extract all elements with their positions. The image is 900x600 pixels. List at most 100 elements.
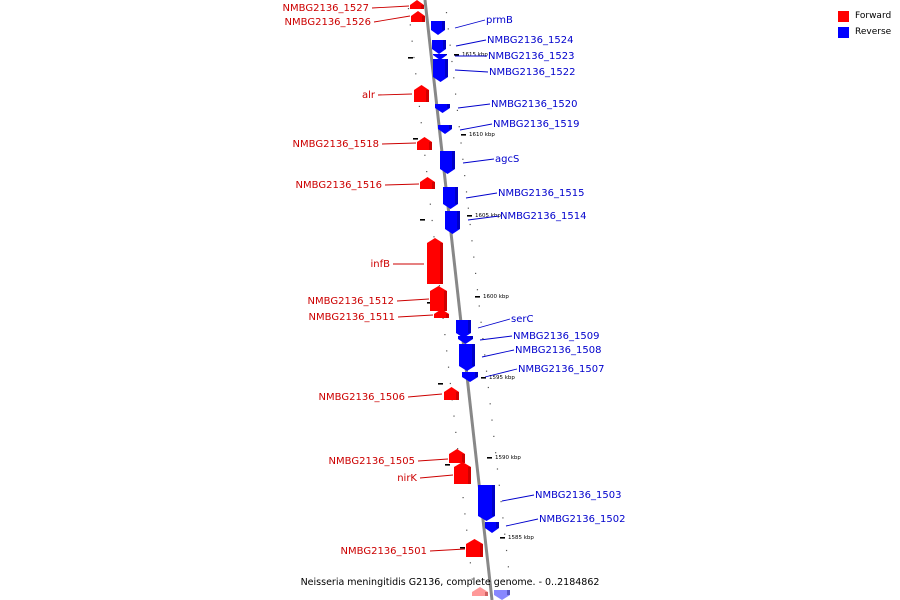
gene-label[interactable]: NMBG2136_1518	[293, 139, 379, 150]
scale-dot	[469, 562, 471, 564]
gene-leader-line	[417, 458, 449, 462]
forward-gene[interactable]	[449, 449, 465, 463]
scale-ticks: 1615 kbp 1610 kbp 1605 kbp 1600 kbp 1595 kbp…	[408, 52, 534, 549]
gene-label[interactable]: NMBG2136_1514	[500, 211, 586, 222]
forward-gene[interactable]	[410, 0, 424, 9]
scale-dot	[504, 533, 506, 535]
reverse-gene[interactable]	[433, 54, 447, 60]
scale-dot	[507, 566, 509, 568]
gene-leader-line	[481, 349, 515, 358]
gene-label[interactable]: NMBG2136_1505	[329, 456, 415, 467]
scale-dot	[449, 382, 451, 385]
forward-gene[interactable]	[430, 286, 447, 311]
legend-reverse: Reverse	[838, 25, 891, 39]
forward-gene[interactable]	[472, 587, 488, 596]
scale-dot	[460, 142, 462, 144]
gene-leader-line	[457, 103, 491, 109]
reverse-gene[interactable]	[445, 211, 460, 234]
forward-gene[interactable]	[444, 387, 459, 400]
reverse-gene[interactable]	[458, 336, 473, 344]
tick-mark	[445, 464, 450, 466]
scale-dot	[493, 435, 495, 437]
tick-mark	[438, 383, 443, 385]
scale-dot	[407, 8, 410, 10]
gene-label[interactable]: NMBG2136_1503	[535, 490, 621, 501]
gene-label[interactable]: alr	[362, 90, 376, 101]
gene-label[interactable]: NMBG2136_1509	[513, 331, 599, 342]
reverse-gene[interactable]	[485, 522, 499, 533]
reverse-gene[interactable]	[432, 40, 446, 54]
reverse-gene[interactable]	[456, 320, 471, 338]
gene-label[interactable]: NMBG2136_1519	[493, 119, 579, 130]
gene-label[interactable]: NMBG2136_1506	[319, 392, 405, 403]
forward-gene[interactable]	[414, 85, 429, 102]
reverse-gene[interactable]	[494, 590, 510, 600]
scale-dot	[444, 334, 446, 336]
scale-dot	[475, 272, 477, 274]
reverse-gene[interactable]	[443, 187, 458, 209]
reverse-gene[interactable]	[438, 125, 452, 134]
forward-gene[interactable]	[427, 238, 443, 284]
gene-label[interactable]: NMBG2136_1527	[283, 3, 369, 14]
scale-dot	[454, 93, 457, 95]
tick-label: 1585 kbp	[508, 535, 534, 541]
gene-label[interactable]: NMBG2136_1515	[498, 188, 584, 199]
reverse-gene[interactable]	[440, 151, 455, 174]
scale-dot	[458, 126, 460, 128]
scale-dot	[495, 452, 497, 454]
tick-mark	[460, 547, 465, 549]
gene-label[interactable]: NMBG2136_1502	[539, 514, 625, 525]
gene-label[interactable]: NMBG2136_1520	[491, 99, 577, 110]
forward-gene[interactable]	[434, 309, 449, 318]
gene-leader-line	[396, 298, 430, 302]
reverse-gene[interactable]	[431, 21, 445, 35]
scale-dot	[471, 240, 473, 242]
gene-leader-line	[397, 314, 434, 318]
gene-label[interactable]: infB	[371, 259, 391, 270]
reverse-gene[interactable]	[478, 485, 495, 521]
tick-mark	[413, 138, 418, 140]
gene-leader-line	[479, 335, 513, 341]
gene-label[interactable]: NMBG2136_1522	[489, 67, 575, 78]
forward-gene[interactable]	[417, 137, 432, 150]
scale-dot	[429, 203, 431, 205]
gene-leader-line	[454, 19, 486, 29]
forward-gene[interactable]	[420, 177, 435, 189]
scale-dot	[447, 28, 449, 30]
reverse-gene[interactable]	[435, 104, 450, 113]
gene-label[interactable]: NMBG2136_1501	[341, 546, 427, 557]
forward-gene[interactable]	[466, 539, 483, 557]
gene-label[interactable]: NMBG2136_1526	[285, 17, 371, 28]
tick-mark	[481, 377, 486, 379]
gene-label[interactable]: nirK	[397, 473, 417, 484]
reverse-gene[interactable]	[459, 344, 475, 371]
gene-leader-line	[407, 393, 443, 398]
forward-gene[interactable]	[454, 462, 471, 484]
reverse-gene[interactable]	[433, 59, 448, 82]
scale-dot	[464, 175, 466, 177]
gene-label[interactable]: NMBG2136_1516	[296, 180, 382, 191]
gene-leader-line	[465, 192, 498, 199]
scale-dot	[476, 289, 479, 291]
tick-mark	[420, 219, 425, 221]
gene-label[interactable]: NMBG2136_1507	[518, 364, 604, 375]
forward-gene[interactable]	[411, 11, 425, 22]
gene-label[interactable]: serC	[511, 314, 533, 325]
gene-label[interactable]: NMBG2136_1511	[309, 312, 395, 323]
tick-label: 1605 kbp	[475, 213, 501, 219]
gene-label[interactable]: prmB	[486, 15, 513, 26]
scale-dot	[489, 403, 491, 405]
gene-label[interactable]: agcS	[495, 154, 519, 165]
reverse-gene[interactable]	[462, 372, 478, 382]
gene-label[interactable]: NMBG2136_1524	[487, 35, 573, 46]
scale-dot	[455, 431, 457, 433]
gene-label[interactable]: NMBG2136_1508	[515, 345, 601, 356]
scale-dot	[409, 24, 411, 26]
scale-dot	[413, 56, 415, 59]
gene-leader-line	[454, 69, 489, 73]
gene-leader-line	[501, 494, 535, 502]
gene-label[interactable]: NMBG2136_1512	[308, 296, 394, 307]
gene-label[interactable]: NMBG2136_1523	[488, 51, 574, 62]
